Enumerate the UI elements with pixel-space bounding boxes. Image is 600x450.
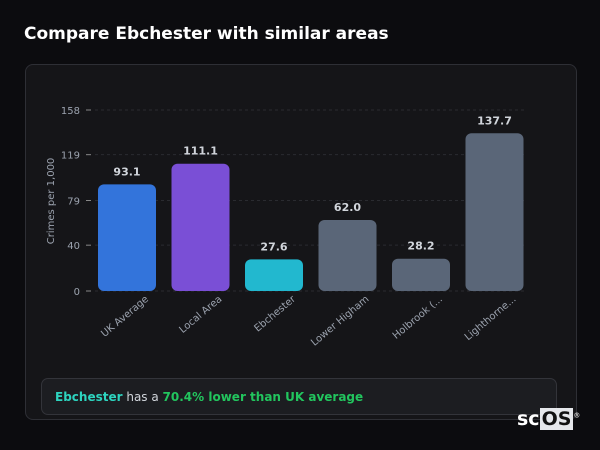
x-tick-label: Holbrook (... xyxy=(391,294,445,342)
data-label: 111.1 xyxy=(183,145,218,158)
data-label: 27.6 xyxy=(260,240,287,253)
data-label: 137.7 xyxy=(477,114,512,127)
y-tick-label: 158 xyxy=(61,106,80,117)
x-tick-label: UK Average xyxy=(99,294,151,340)
y-tick-label: 40 xyxy=(67,241,80,252)
bar xyxy=(245,259,303,291)
y-tick-label: 0 xyxy=(74,287,80,298)
y-tick-label: 119 xyxy=(61,151,80,162)
data-label: 93.1 xyxy=(113,165,140,178)
y-tick-label: 79 xyxy=(67,197,80,208)
page-title: Compare Ebchester with similar areas xyxy=(24,24,389,44)
logo-text-b: OS xyxy=(539,408,574,430)
bar xyxy=(392,258,450,291)
y-axis-label: Crimes per 1,000 xyxy=(46,158,57,245)
summary-box: Ebchester has a 70.4% lower than UK aver… xyxy=(41,378,557,415)
x-tick-label: Local Area xyxy=(177,294,224,336)
x-tick-label: Lower Higham xyxy=(309,294,371,349)
summary-comparison: 70.4% lower than UK average xyxy=(162,390,364,404)
x-tick-label: Ebchester xyxy=(253,293,299,334)
bar xyxy=(318,219,377,291)
data-label: 28.2 xyxy=(407,240,434,253)
data-label: 62.0 xyxy=(334,201,361,214)
logo-mark: ® xyxy=(573,411,581,420)
x-tick-label: Lighthorne... xyxy=(463,294,519,343)
bar xyxy=(465,133,524,291)
scos-logo: sc OS ® xyxy=(517,408,580,430)
bar xyxy=(98,184,156,291)
logo-text-a: sc xyxy=(517,408,540,430)
summary-text: has a xyxy=(122,390,163,404)
summary-place: Ebchester xyxy=(55,390,123,404)
bar xyxy=(171,163,230,291)
